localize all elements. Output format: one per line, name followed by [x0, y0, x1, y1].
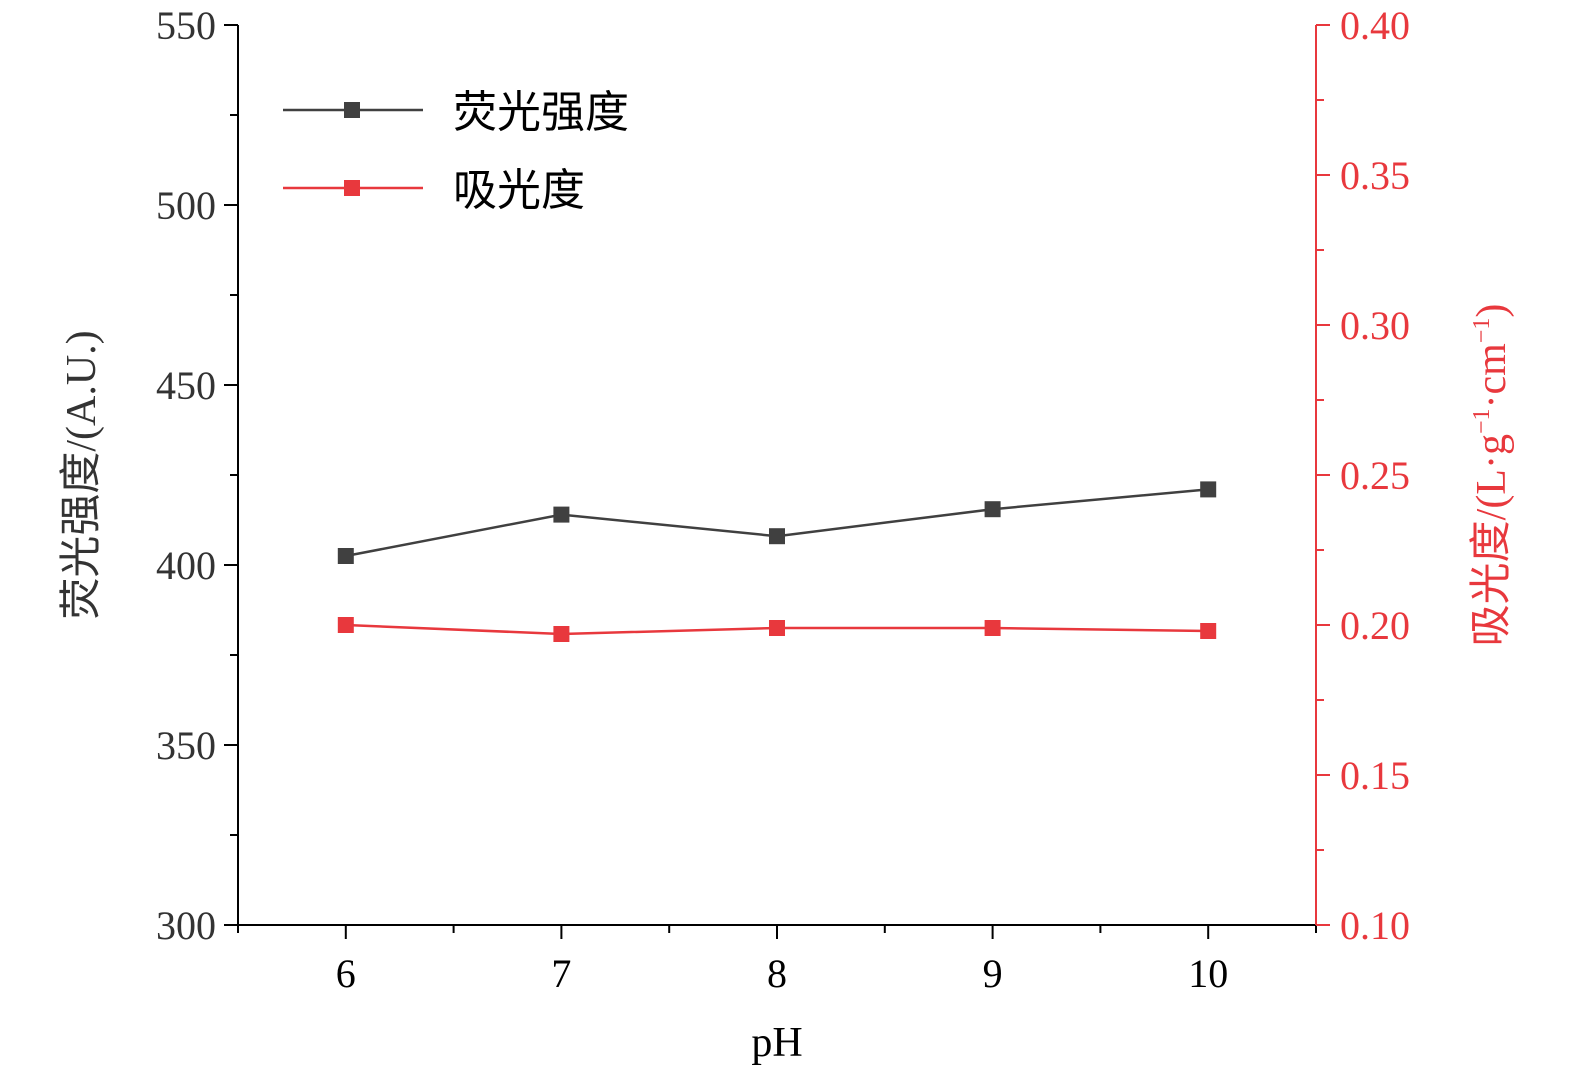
left-y-tick-label: 550 — [156, 3, 216, 48]
data-point — [1200, 481, 1217, 498]
data-point — [553, 626, 570, 642]
data-point — [769, 620, 785, 636]
right-y-tick-label: 0.15 — [1340, 753, 1410, 798]
right-y-tick-label: 0.25 — [1340, 453, 1410, 498]
right-y-axis-title: 吸光度/(L·g−1·cm−1) — [1469, 304, 1515, 647]
right-y-tick-label: 0.30 — [1340, 303, 1410, 348]
right-y-tick-label: 0.20 — [1340, 603, 1410, 648]
right-y-title-end: ) — [1469, 304, 1515, 318]
right-y-title-sup1: −1 — [1469, 408, 1495, 434]
data-point — [337, 548, 354, 564]
right-y-title-mid: ·cm — [1469, 343, 1515, 409]
left-y-tick-label: 500 — [156, 183, 216, 228]
x-tick-label: 9 — [983, 951, 1003, 996]
data-point — [984, 501, 1001, 518]
right-y-tick-label: 0.40 — [1340, 3, 1410, 48]
right-y-ticks: 0.10 0.15 0.20 0.25 0.30 0.35 0.40 — [1316, 3, 1410, 948]
x-tick-label: 10 — [1188, 951, 1228, 996]
left-y-axis-title: 荧光强度/(A.U.) — [59, 330, 105, 619]
series-layer — [337, 481, 1217, 642]
series-line — [345, 488, 1209, 558]
series-fluorescence — [337, 481, 1217, 564]
right-y-title-sup2: −1 — [1469, 318, 1495, 344]
left-y-tick-label: 300 — [156, 903, 216, 948]
legend-label-fluorescence: 荧光强度 — [453, 88, 629, 137]
x-tick-label: 6 — [336, 951, 356, 996]
data-point — [553, 506, 570, 523]
legend-marker-absorbance — [344, 180, 360, 196]
right-y-tick-label: 0.35 — [1340, 153, 1410, 198]
x-axis-title: pH — [751, 1020, 802, 1066]
data-point — [769, 528, 785, 545]
legend: 荧光强度 吸光度 — [283, 88, 629, 215]
legend-marker-fluorescence — [344, 102, 360, 118]
left-y-tick-label: 450 — [156, 363, 216, 408]
left-y-tick-label: 400 — [156, 543, 216, 588]
x-ticks: 6 7 8 9 10 — [237, 925, 1317, 996]
x-tick-label: 7 — [551, 951, 571, 996]
data-point — [984, 620, 1001, 636]
data-point — [337, 617, 354, 633]
left-y-tick-label: 350 — [156, 723, 216, 768]
right-y-title-main: 吸光度/(L·g — [1469, 434, 1515, 646]
plot-frame — [237, 25, 1317, 926]
right-y-tick-label: 0.10 — [1340, 903, 1410, 948]
data-point — [1200, 623, 1217, 639]
series-absorbance — [337, 617, 1217, 642]
legend-item-absorbance: 吸光度 — [283, 166, 585, 215]
legend-item-fluorescence: 荧光强度 — [283, 88, 629, 137]
x-tick-label: 8 — [767, 951, 787, 996]
legend-label-absorbance: 吸光度 — [453, 166, 585, 215]
left-y-ticks: 300 350 400 450 500 550 — [156, 3, 238, 948]
